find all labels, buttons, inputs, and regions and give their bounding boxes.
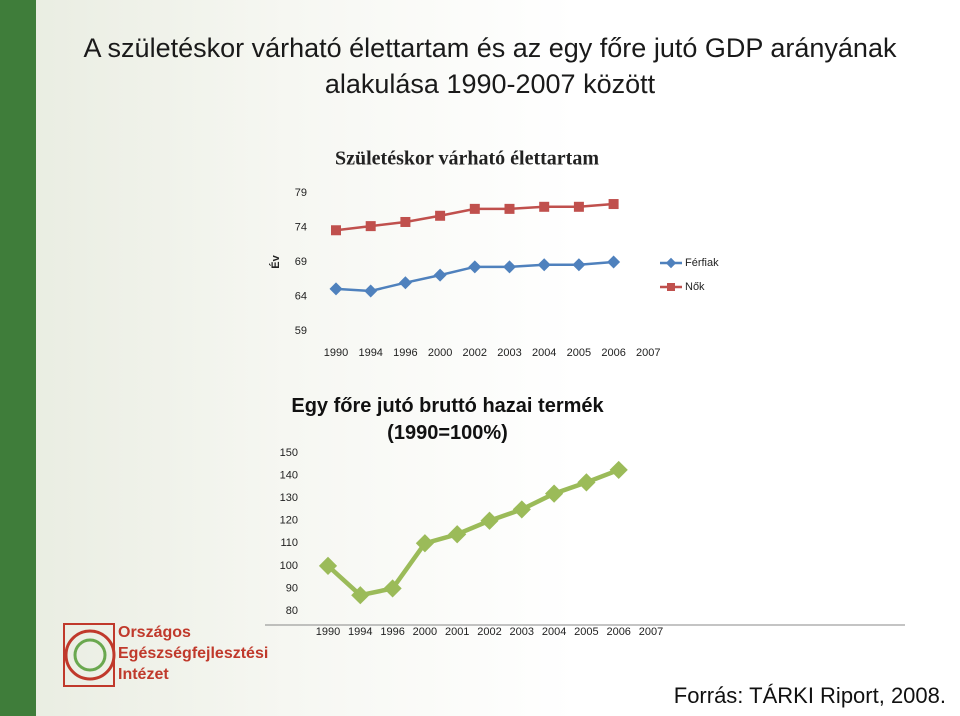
x-tick-label: 2001 <box>445 626 469 638</box>
marker <box>572 258 586 272</box>
logo-line: Országos <box>118 624 191 641</box>
marker <box>468 260 482 274</box>
y-tick-label: 120 <box>280 515 298 527</box>
x-tick-label: 1990 <box>316 626 340 638</box>
marker <box>383 579 402 598</box>
marker <box>608 199 619 210</box>
y-tick-label: 64 <box>295 290 307 302</box>
x-tick-label: 1994 <box>348 626 372 638</box>
logo-line: Intézet <box>118 666 169 683</box>
x-tick-label: 2005 <box>574 626 598 638</box>
marker <box>364 284 378 298</box>
x-tick-label: 2004 <box>532 347 556 359</box>
x-tick-label: 2003 <box>497 347 521 359</box>
marker <box>331 225 341 236</box>
y-tick-label: 59 <box>295 325 307 337</box>
marker <box>435 210 446 221</box>
marker <box>504 203 515 214</box>
y-tick-label: 110 <box>280 537 298 549</box>
y-tick-label: 74 <box>295 221 307 233</box>
marker <box>318 556 338 575</box>
x-tick-label: 2007 <box>639 626 663 638</box>
x-tick-label: 2000 <box>428 347 452 359</box>
y-tick-label: 80 <box>286 605 298 617</box>
x-tick-label: 2005 <box>567 347 591 359</box>
y-tick-label: 90 <box>286 582 298 594</box>
marker <box>545 484 564 503</box>
marker <box>665 257 677 269</box>
marker <box>609 460 628 480</box>
y-tick-label: 79 <box>295 187 307 199</box>
marker <box>480 511 499 530</box>
x-tick-label: 2002 <box>477 626 501 638</box>
chart-title: Születéskor várható élettartam <box>335 148 599 170</box>
logo-line: Egészségfejlesztési <box>118 645 269 662</box>
y-tick-label: 69 <box>295 256 307 268</box>
x-tick-label: 2006 <box>606 626 630 638</box>
x-tick-label: 2007 <box>636 347 660 359</box>
logo-text: Országos Egészségfejlesztési Intézet <box>118 622 268 685</box>
y-tick-label: 140 <box>280 469 298 481</box>
legend-label: Nők <box>685 281 705 293</box>
chart-title: Egy főre jutó bruttó hazai termék (1990=… <box>291 395 604 444</box>
x-tick-label: 1994 <box>358 347 382 359</box>
y-tick-label: 150 <box>280 447 298 459</box>
marker <box>398 276 412 290</box>
marker <box>415 534 434 553</box>
marker <box>400 216 411 227</box>
x-tick-label: 2002 <box>463 347 487 359</box>
x-tick-label: 2000 <box>413 626 437 638</box>
marker <box>573 201 584 212</box>
marker <box>537 258 551 272</box>
marker <box>448 525 467 544</box>
marker <box>469 203 480 214</box>
x-tick-label: 1996 <box>380 626 404 638</box>
y-tick-label: 100 <box>280 560 298 572</box>
legend-label: Férfiak <box>685 257 719 269</box>
slide-title: A születéskor várható élettartam és az e… <box>83 33 897 99</box>
source: Forrás: TÁRKI Riport, 2008. <box>673 683 946 708</box>
logo-icon <box>64 629 116 681</box>
x-tick-label: 2004 <box>542 626 566 638</box>
marker <box>503 260 516 274</box>
x-tick-label: 1996 <box>393 347 417 359</box>
x-tick-label: 2006 <box>601 347 625 359</box>
marker <box>577 473 596 492</box>
marker <box>539 201 550 212</box>
marker <box>365 221 376 232</box>
logo-icon <box>73 638 107 672</box>
x-tick-label: 1990 <box>324 347 348 359</box>
marker <box>512 500 531 519</box>
marker <box>667 283 675 291</box>
series-line <box>326 467 620 598</box>
y-axis-label: Év <box>269 254 282 268</box>
marker <box>351 586 370 605</box>
marker <box>329 282 343 296</box>
y-tick-label: 130 <box>280 492 298 504</box>
marker <box>433 268 447 282</box>
x-tick-label: 2003 <box>510 626 534 638</box>
side-strip <box>0 0 36 716</box>
logo-frame <box>63 623 115 687</box>
marker <box>607 255 621 269</box>
